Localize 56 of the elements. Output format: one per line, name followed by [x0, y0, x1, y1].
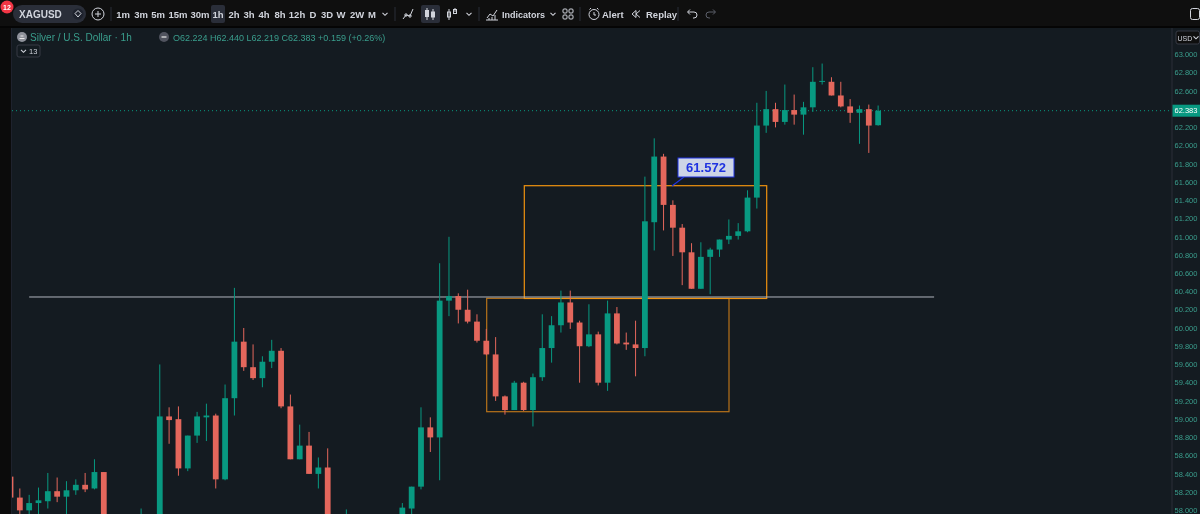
- chart-title: Silver / U.S. Dollar · 1h: [30, 31, 132, 43]
- candlestick: [35, 487, 42, 514]
- candlestick: [268, 339, 275, 369]
- candlestick: [474, 313, 480, 344]
- text: 3h: [243, 8, 255, 20]
- candlestick: [166, 406, 172, 445]
- candlestick: [483, 328, 490, 356]
- candlestick: [455, 292, 462, 324]
- candlestick: [837, 81, 844, 108]
- text: Indicators: [502, 9, 546, 20]
- candlestick: [408, 486, 415, 514]
- text: 30m: [190, 8, 210, 20]
- text: 4h: [258, 8, 270, 20]
- candlestick: [558, 290, 564, 334]
- candlestick: [250, 343, 256, 381]
- candlestick: [44, 472, 51, 510]
- text: D: [309, 8, 317, 20]
- candlestick: [865, 104, 872, 154]
- candlestick: [567, 290, 574, 330]
- text: Replay: [646, 8, 678, 20]
- candlestick: [763, 90, 770, 134]
- candlestick: [725, 218, 732, 245]
- text: M: [368, 8, 377, 20]
- candlestick: [194, 411, 200, 444]
- annotation: O62.224 H62.440 L62.219 C62.383 +0.159 (+0.26%): [173, 32, 386, 43]
- text: 8h: [274, 8, 286, 20]
- text: Alert: [602, 8, 625, 20]
- text: 1m: [116, 8, 130, 20]
- candlestick: [315, 456, 322, 489]
- candlestick: [63, 480, 70, 514]
- candlestick: [586, 303, 592, 348]
- candlestick: [82, 472, 89, 493]
- candlestick: [669, 199, 676, 257]
- text: 3m: [134, 8, 148, 20]
- candlestick: [26, 494, 33, 514]
- candlestick: [819, 63, 826, 86]
- candlestick: [502, 394, 508, 416]
- text: XAGUSD: [19, 8, 62, 20]
- candlestick: [446, 236, 452, 317]
- candlestick: [632, 320, 639, 377]
- text: W: [336, 8, 346, 20]
- candlestick: [847, 98, 854, 124]
- text: 2h: [228, 8, 240, 20]
- candlestick: [296, 424, 303, 460]
- candlestick: [427, 416, 434, 453]
- annotation: 61.572: [686, 159, 726, 175]
- candlestick: [464, 289, 471, 324]
- text: 5m: [151, 8, 165, 20]
- text: 3D: [320, 8, 334, 20]
- candlestick: [791, 94, 798, 126]
- candlestick: [16, 487, 23, 514]
- text: 15m: [168, 8, 188, 20]
- text: 2W: [349, 8, 365, 20]
- candlestick: [707, 247, 714, 295]
- candlestick: [54, 477, 61, 503]
- text: 12h: [288, 8, 306, 20]
